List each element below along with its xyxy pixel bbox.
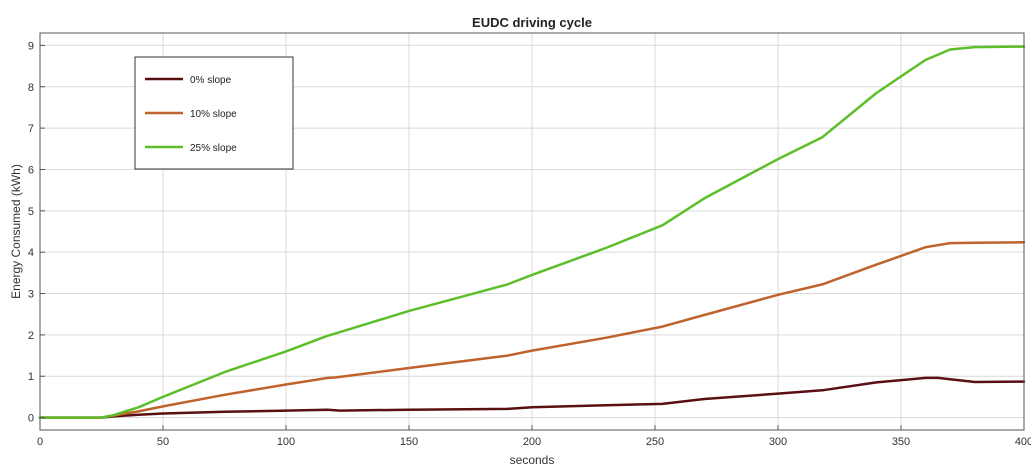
x-tick-label: 250 xyxy=(646,436,664,448)
x-tick-label: 400 xyxy=(1015,436,1031,448)
x-tick-label: 300 xyxy=(769,436,787,448)
x-axis-ticks: 0 50 100 150 200 250 300 350 400 xyxy=(37,425,1031,448)
x-tick-label: 50 xyxy=(157,436,169,448)
y-tick-label: 7 xyxy=(28,123,34,135)
x-tick-label: 200 xyxy=(523,436,541,448)
x-tick-label: 0 xyxy=(37,436,43,448)
y-tick-label: 0 xyxy=(28,413,34,425)
legend: 0% slope 10% slope 25% slope xyxy=(134,56,294,170)
series-line-0 xyxy=(38,376,1026,419)
y-tick-label: 8 xyxy=(28,82,34,94)
series-line-2 xyxy=(38,45,1026,419)
series-lines xyxy=(38,45,1026,419)
series-line-1 xyxy=(38,241,1026,419)
y-tick-label: 3 xyxy=(28,289,34,301)
x-tick-label: 350 xyxy=(892,436,910,448)
chart-title: EUDC driving cycle xyxy=(472,15,592,30)
y-axis-ticks: 0 1 2 3 4 5 6 7 8 9 xyxy=(28,40,45,425)
legend-label-0: 0% slope xyxy=(190,75,232,86)
y-tick-label: 4 xyxy=(28,247,34,259)
y-tick-label: 9 xyxy=(28,40,34,52)
legend-label-2: 25% slope xyxy=(190,143,237,154)
y-tick-label: 2 xyxy=(28,330,34,342)
x-tick-label: 150 xyxy=(400,436,418,448)
y-axis-label: Energy Consumed (kWh) xyxy=(9,164,23,299)
x-tick-label: 100 xyxy=(277,436,295,448)
y-tick-label: 1 xyxy=(28,371,34,383)
y-tick-label: 6 xyxy=(28,164,34,176)
grid xyxy=(39,33,1025,430)
y-tick-label: 5 xyxy=(28,206,34,218)
x-axis-label: seconds xyxy=(510,453,555,467)
legend-label-1: 10% slope xyxy=(190,109,237,120)
